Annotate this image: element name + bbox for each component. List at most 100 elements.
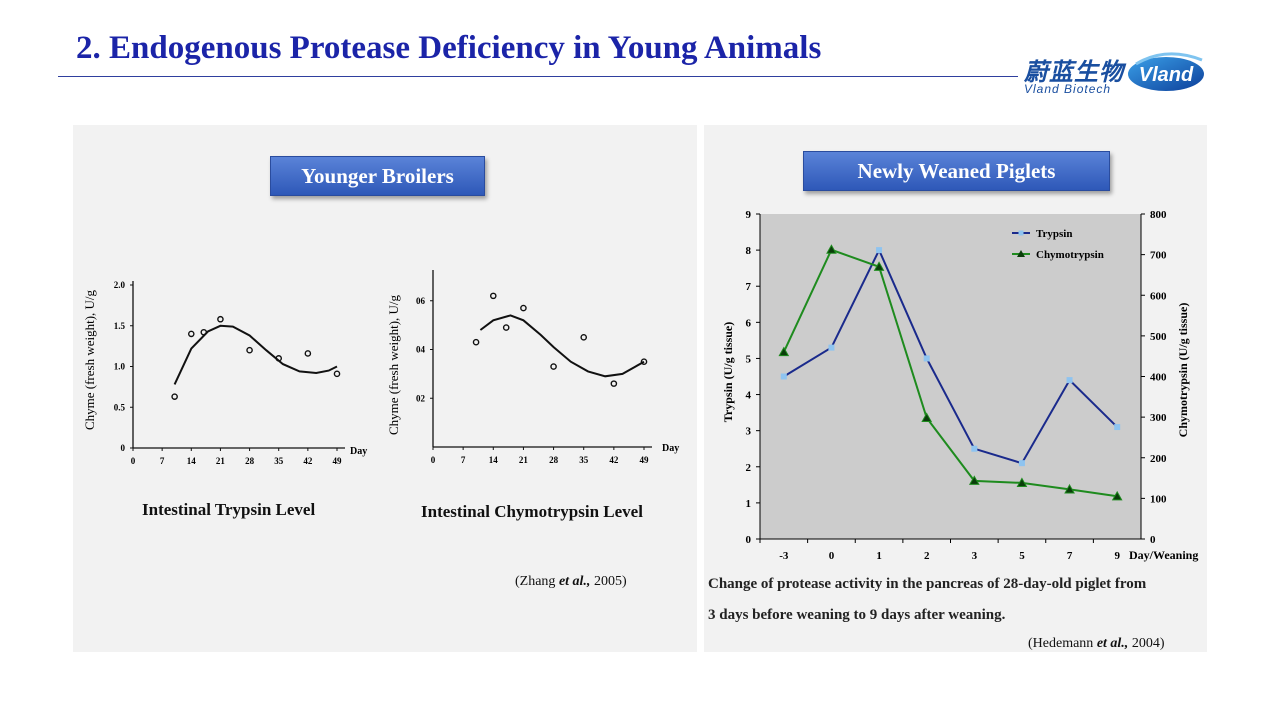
x-tick-label: -3: [779, 550, 789, 562]
y-left-tick-label: 8: [746, 245, 752, 257]
citation-author: (Zhang: [515, 574, 559, 589]
piglet-description-line-1: Change of protease activity in the pancr…: [708, 576, 1147, 592]
x-tick-label: 42: [303, 456, 313, 466]
citation-year: 2004): [1128, 636, 1165, 651]
y-left-tick-label: 0: [746, 534, 752, 546]
y-right-tick-label: 700: [1150, 250, 1167, 262]
x-tick-label: 21: [519, 455, 529, 465]
logo-english-text: Vland Biotech: [1024, 82, 1112, 96]
trypsin-broiler-chart: Chyme (fresh weight), U/g Day 0 7 14 21 28 35…: [82, 280, 367, 466]
trypsin-point: [876, 247, 883, 254]
y-right-tick-label: 400: [1150, 372, 1167, 384]
y-tick-label: 06: [416, 296, 426, 306]
x-tick-label: 49: [640, 455, 650, 465]
x-tick-label: 0: [829, 550, 835, 562]
zhang-citation: (Zhang et al., 2005): [515, 574, 627, 590]
x-axis-label: Day/Weaning: [1129, 548, 1198, 562]
legend-label: Chymotrypsin: [1036, 249, 1104, 261]
slide-title: 2. Endogenous Protease Deficiency in You…: [76, 30, 822, 66]
company-logo: 蔚蓝生物 Vland Biotech Vland: [1020, 48, 1210, 100]
legend-label: Trypsin: [1036, 228, 1072, 240]
data-point: [550, 363, 557, 370]
hedemann-citation: (Hedemann et al., 2004): [1028, 636, 1164, 652]
title-divider: [58, 76, 1018, 77]
trypsin-chart-caption: Intestinal Trypsin Level: [142, 500, 316, 519]
x-axis-label: Day: [662, 443, 679, 454]
data-point: [502, 324, 510, 331]
chymotrypsin-broiler-chart: Chyme (fresh weight), U/g Day 0 7 14 21 28 35…: [386, 270, 679, 465]
x-tick-label: 28: [245, 456, 255, 466]
younger-broilers-label: Younger Broilers: [270, 156, 485, 196]
y-left-tick-label: 1: [746, 498, 752, 510]
x-tick-label: 5: [1019, 550, 1025, 562]
plot-area: [760, 214, 1141, 539]
citation-etal: et al.,: [1096, 636, 1129, 651]
logo-badge-icon: Vland: [1128, 52, 1204, 91]
data-point: [187, 330, 195, 338]
x-tick-label: 1: [876, 550, 882, 562]
chymotrypsin-point: [1016, 477, 1028, 487]
trypsin-point: [780, 373, 787, 380]
trypsin-point: [1018, 460, 1025, 467]
y-axis-left-label: Trypsin (U/g tissue): [721, 322, 735, 422]
x-tick-label: 9: [1114, 550, 1120, 562]
y-tick-label: 0.5: [114, 402, 126, 412]
y-tick-label: 1.5: [114, 321, 126, 331]
citation-author: (Hedemann: [1028, 636, 1097, 651]
chymotrypsin-point: [826, 244, 837, 254]
weaned-piglets-label: Newly Weaned Piglets: [803, 151, 1110, 191]
piglet-protease-chart: Trypsin (U/g tissue) Chymotrypsin (U/g t…: [721, 209, 1198, 562]
data-point: [333, 370, 341, 378]
trypsin-line: [783, 247, 1118, 465]
legend-marker: [1018, 230, 1024, 236]
y-axis-label: Chyme (fresh weight), U/g: [82, 289, 97, 430]
fit-curve: [479, 314, 645, 378]
y-left-tick-label: 4: [746, 390, 752, 402]
trypsin-point: [971, 445, 978, 452]
chymotrypsin-line: [782, 248, 1118, 498]
chymotrypsin-point: [873, 261, 885, 271]
data-point: [640, 358, 648, 365]
left-panel: [73, 125, 697, 652]
y-axis-right-label: Chymotrypsin (U/g tissue): [1176, 303, 1190, 438]
legend-marker: [1017, 250, 1025, 257]
y-right-tick-label: 300: [1150, 412, 1167, 424]
x-tick-label: 7: [461, 455, 466, 465]
y-tick-label: 1.0: [114, 362, 126, 372]
y-left-tick-label: 6: [746, 317, 752, 329]
chymotrypsin-chart-caption: Intestinal Chymotrypsin Level: [421, 502, 643, 521]
data-point: [610, 380, 618, 387]
x-axis-label: Day: [350, 446, 367, 457]
data-point: [489, 292, 497, 300]
y-right-tick-label: 800: [1150, 209, 1167, 221]
y-right-tick-label: 200: [1150, 453, 1167, 465]
y-tick-label: 02: [416, 393, 426, 403]
piglet-description-line-2: 3 days before weaning to 9 days after we…: [708, 607, 1006, 623]
data-point: [580, 334, 588, 341]
chymotrypsin-point: [1064, 483, 1075, 494]
x-tick-label: 49: [333, 456, 343, 466]
y-tick-label: 04: [416, 345, 426, 355]
x-tick-label: 0: [431, 455, 436, 465]
trypsin-point: [1114, 424, 1121, 431]
chymotrypsin-point: [778, 346, 790, 357]
data-point: [472, 338, 480, 346]
x-tick-label: 28: [549, 455, 559, 465]
x-tick-label: 35: [274, 456, 284, 466]
data-point: [304, 350, 312, 357]
y-right-tick-label: 500: [1150, 331, 1167, 343]
chymotrypsin-point: [1111, 490, 1123, 501]
trypsin-point: [828, 344, 835, 351]
citation-year: 2005): [590, 574, 627, 589]
data-point: [171, 393, 178, 400]
x-tick-label: 0: [131, 456, 136, 466]
y-left-tick-label: 5: [746, 353, 752, 365]
chymotrypsin-point: [968, 475, 980, 485]
logo-badge-text: Vland: [1139, 64, 1194, 86]
x-tick-label: 42: [609, 455, 619, 465]
x-tick-label: 7: [1067, 550, 1073, 562]
y-tick-label: 0: [121, 443, 126, 453]
x-tick-label: 7: [160, 456, 165, 466]
y-tick-label: 2.0: [114, 280, 126, 290]
x-tick-label: 14: [489, 455, 499, 465]
